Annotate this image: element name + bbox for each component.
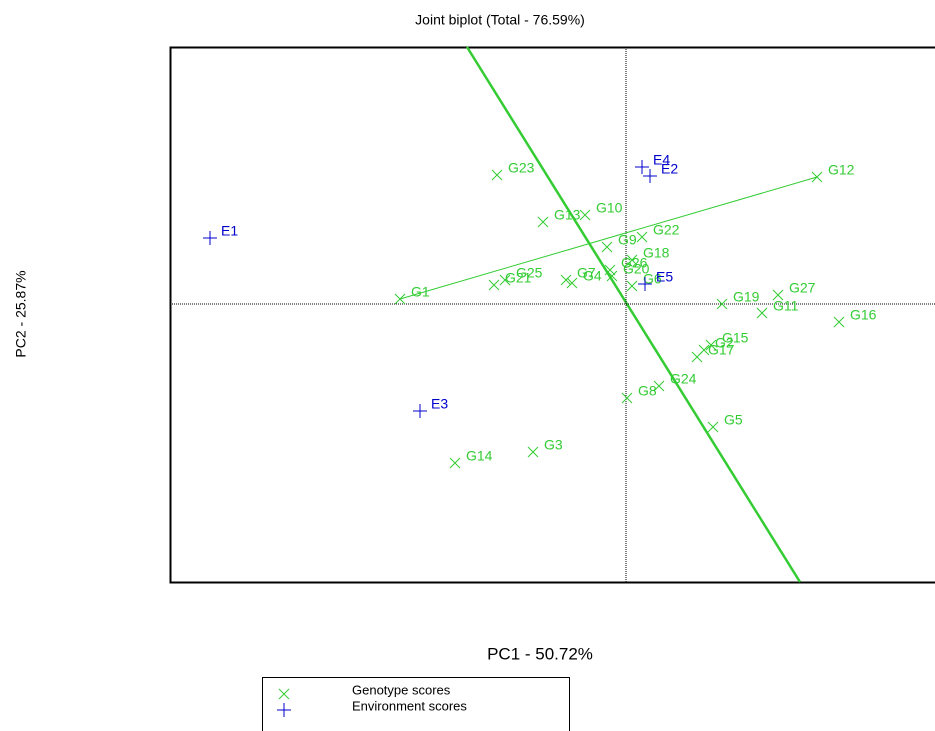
legend-box (262, 677, 570, 731)
legend-label: Environment scores (352, 698, 467, 713)
legend-marker (278, 688, 290, 700)
point-label: G16 (850, 307, 877, 323)
point (833, 316, 845, 328)
point (560, 274, 572, 286)
point-label: G10 (596, 200, 623, 216)
point-label: G14 (466, 448, 493, 464)
point-label: G2 (715, 335, 734, 351)
plot-frame (169, 46, 935, 584)
x-axis-label: PC1 - 50.72% (487, 644, 593, 663)
point-label: G11 (773, 298, 799, 314)
point (636, 231, 648, 243)
point (413, 404, 427, 418)
point-label: G18 (643, 245, 670, 261)
point-label: G6 (643, 271, 662, 287)
y-axis-label: PC2 - 25.87% (13, 270, 29, 357)
legend-marker (277, 703, 291, 717)
point (601, 241, 613, 253)
point (756, 307, 768, 319)
point-label: G22 (653, 222, 680, 238)
point (626, 254, 638, 266)
point (566, 277, 578, 289)
point-label: G24 (670, 371, 697, 387)
point (203, 231, 217, 245)
point-label: G27 (789, 280, 816, 296)
point-label: G7 (577, 265, 596, 281)
legend-label: Genotype scores (352, 682, 451, 697)
point (488, 279, 500, 291)
point (691, 351, 703, 363)
point (579, 209, 591, 221)
point-label: E3 (431, 396, 448, 412)
point (606, 270, 618, 282)
point-label: E1 (221, 223, 238, 239)
point (449, 457, 461, 469)
point-label: E2 (661, 161, 678, 177)
axis-line (465, 46, 802, 583)
point-label: G8 (638, 383, 657, 399)
point (811, 171, 823, 183)
point (643, 169, 657, 183)
point-label: G21 (505, 270, 532, 286)
point (716, 298, 728, 310)
point-label: E5 (656, 269, 673, 285)
point (394, 293, 406, 305)
connector-line (399, 176, 818, 300)
point-label: G19 (733, 289, 760, 305)
point-label: E4 (653, 152, 670, 168)
point (635, 160, 649, 174)
point (604, 264, 616, 276)
point-label: G20 (623, 261, 650, 277)
point (537, 216, 549, 228)
point-label: G1 (411, 284, 430, 300)
point-label: G26 (621, 255, 648, 271)
point (626, 280, 638, 292)
point-label: G23 (508, 160, 535, 176)
point (772, 289, 784, 301)
point (638, 277, 652, 291)
point-label: G4 (583, 268, 602, 284)
point-label: G5 (724, 412, 743, 428)
point-label: G25 (516, 265, 543, 281)
point (653, 380, 665, 392)
point (527, 446, 539, 458)
point-label: G13 (554, 207, 581, 223)
point-label: G9 (618, 232, 637, 248)
point-label: G15 (722, 330, 749, 346)
point-label: G17 (708, 342, 735, 358)
point (499, 274, 511, 286)
point (705, 339, 717, 351)
point-label: G3 (544, 437, 563, 453)
point (707, 421, 719, 433)
point (491, 169, 503, 181)
point-label: G12 (828, 162, 855, 178)
chart-title: Joint biplot (Total - 76.59%) (415, 12, 585, 28)
point (621, 392, 633, 404)
